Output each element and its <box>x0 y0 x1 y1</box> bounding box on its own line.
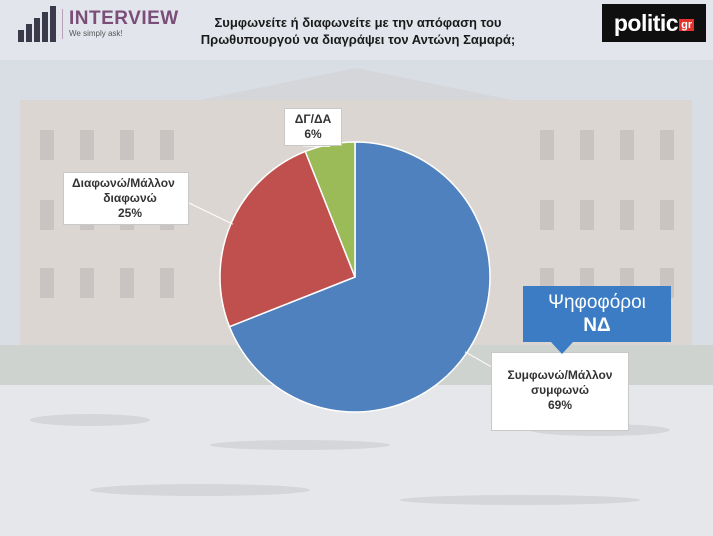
data-label-disagree: Διαφωνώ/Μάλλον διαφωνώ 25% <box>63 172 189 225</box>
politic-logo-word: politic <box>613 9 679 36</box>
label-agree-line-1: Συμφωνώ/Μάλλον <box>507 368 613 382</box>
badge-line-1: Ψηφοφόροι <box>548 292 646 313</box>
label-dont-know-value: 6% <box>304 127 322 141</box>
interview-logo: INTERVIEW We simply ask! <box>18 6 179 42</box>
brand-tagline: We simply ask! <box>69 29 123 38</box>
chart-title: Συμφωνείτε ή διαφωνείτε με την απόφαση τ… <box>180 14 536 48</box>
title-line-1: Συμφωνείτε ή διαφωνείτε με την απόφαση τ… <box>214 15 502 30</box>
label-disagree-value: 25% <box>117 206 143 220</box>
bars-icon <box>18 6 56 42</box>
data-label-dont-know: ΔΓ/ΔΑ 6% <box>284 108 342 146</box>
data-label-agree: Συμφωνώ/Μάλλον συμφωνώ 69% <box>491 352 629 431</box>
label-agree-line-2: συμφωνώ <box>530 383 590 397</box>
badge-line-2: ΝΔ <box>583 315 611 336</box>
badge-pointer <box>551 342 573 354</box>
label-dont-know-line-1: ΔΓ/ΔΑ <box>294 112 332 126</box>
label-disagree-line-2: διαφωνώ <box>103 191 157 205</box>
label-agree-value: 69% <box>547 398 573 412</box>
brand-name: INTERVIEW <box>69 8 179 29</box>
title-line-2: Πρωθυπουργού να διαγράψει τον Αντώνη Σαμ… <box>200 32 516 47</box>
leader-line-disagree <box>188 202 234 225</box>
politic-logo: politic gr <box>602 4 706 42</box>
voters-badge: Ψηφοφόροι ΝΔ <box>523 286 671 342</box>
politic-logo-suffix: gr <box>679 19 695 31</box>
label-disagree-line-1: Διαφωνώ/Μάλλον <box>72 176 175 190</box>
